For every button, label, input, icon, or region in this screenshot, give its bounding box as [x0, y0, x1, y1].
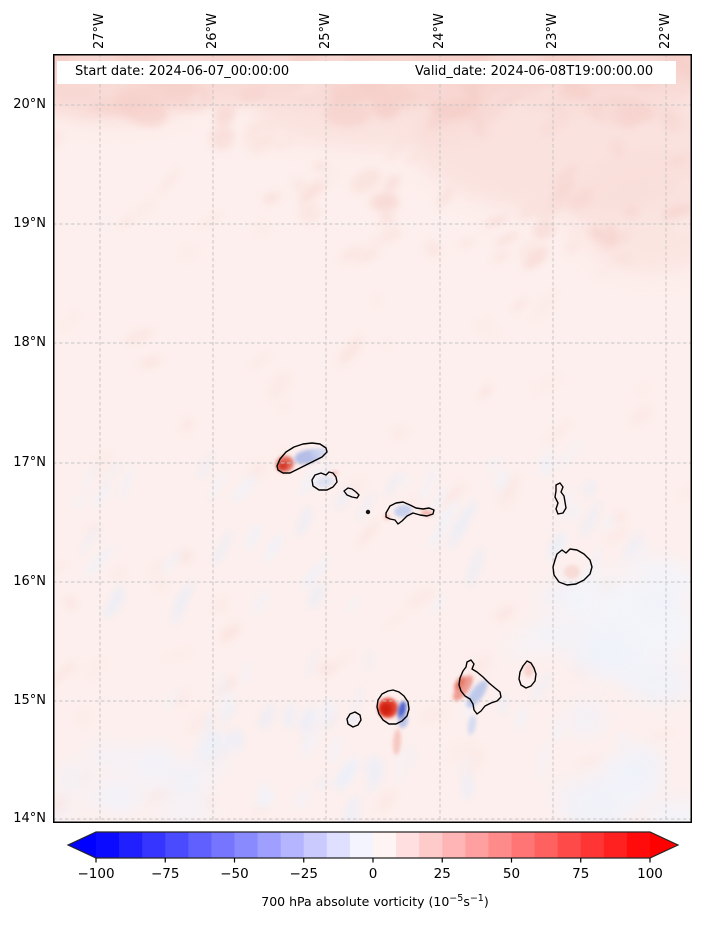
vorticity-field-map [53, 54, 692, 823]
colorbar-tick-label: 25 [433, 866, 451, 882]
vorticity-anomaly [278, 461, 288, 471]
annotation-bar: Start date: 2024-06-07_00:00:00 Valid_da… [57, 61, 676, 84]
lon-tick-label: 23°W [545, 13, 560, 49]
lon-tick-label: 25°W [318, 13, 333, 49]
texture-mid-blue-streaks [73, 436, 674, 627]
colorbar-tick-label: 50 [502, 866, 521, 882]
colorbar-extend-arrow-left [68, 832, 96, 858]
colorbar-tick-label: −75 [151, 866, 180, 882]
lat-tick-label: 18°N [13, 335, 46, 350]
vorticity-anomaly [467, 715, 477, 735]
colorbar-tick-label: −25 [289, 866, 319, 882]
colorbar [66, 831, 680, 863]
colorbar-gradient [96, 832, 651, 858]
raso-islet [365, 509, 371, 515]
island-outline-sao-vicente [311, 471, 338, 491]
vorticity-anomaly [380, 703, 392, 715]
colorbar-tick-label: 100 [637, 866, 663, 882]
island-outline-brava [346, 711, 362, 728]
vorticity-anomaly [348, 716, 358, 724]
vorticity-anomaly [564, 565, 580, 579]
graticule-gridlines [53, 54, 692, 823]
island-outline-boa-vista [552, 548, 593, 586]
colorbar-label-pre: 700 hPa absolute vorticity (10 [261, 894, 450, 909]
lon-tick-label: 24°W [432, 13, 447, 49]
lat-tick-label: 17°N [13, 455, 46, 470]
colorbar-label: 700 hPa absolute vorticity (10−5s−1) [55, 893, 695, 909]
lat-tick-label: 20°N [13, 97, 46, 112]
lat-tick-label: 19°N [13, 216, 46, 231]
vorticity-anomaly [316, 476, 334, 488]
island-outline-santa-luzia [343, 487, 360, 499]
texture-south-blue-streaks [163, 644, 633, 823]
island-outline-fogo [376, 689, 410, 725]
lat-tick-label: 14°N [13, 811, 46, 826]
map-plot-area [53, 54, 692, 823]
valid-date-text: Valid_date: 2024-06-08T19:00:00.00 [415, 64, 654, 79]
colorbar-label-mid: s [463, 894, 470, 909]
vorticity-anomaly [453, 675, 473, 701]
lat-tick-label: 16°N [13, 574, 46, 589]
island-outline-sao-nicolau [385, 501, 435, 525]
vorticity-anomaly [394, 504, 412, 518]
texture-top-pink-blobs [189, 78, 692, 270]
start-date-text: Start date: 2024-06-07_00:00:00 [75, 64, 290, 79]
colorbar-tick-label: 0 [368, 866, 378, 882]
lon-tick-label: 26°W [205, 13, 220, 49]
colorbar-tick-label: −100 [77, 866, 115, 882]
island-outline-maio [518, 660, 537, 689]
vorticity-anomaly [524, 663, 534, 677]
colorbar-tick-label: −50 [220, 866, 249, 882]
colorbar-tick-label: 75 [572, 866, 590, 882]
texture-scatter-pink [53, 122, 692, 819]
colorbar-label-sup2: −1 [469, 893, 484, 904]
coastlines [276, 442, 593, 728]
island-outline-santiago [458, 659, 502, 715]
lon-tick-label: 27°W [92, 13, 107, 49]
map-border [53, 54, 692, 823]
map-field-layer [53, 54, 692, 823]
vorticity-anomaly [454, 676, 466, 690]
island-outline-sal [554, 482, 567, 515]
colorbar-label-sup1: −5 [449, 893, 464, 904]
island-outline-santo-antao [276, 442, 328, 474]
colorbar-extend-arrow-right [650, 832, 678, 858]
colorbar-ticks [95, 858, 651, 863]
vorticity-anomaly [392, 729, 402, 755]
lat-tick-label: 15°N [13, 693, 46, 708]
lon-tick-label: 22°W [658, 13, 673, 49]
colorbar-label-post: ) [483, 894, 489, 909]
